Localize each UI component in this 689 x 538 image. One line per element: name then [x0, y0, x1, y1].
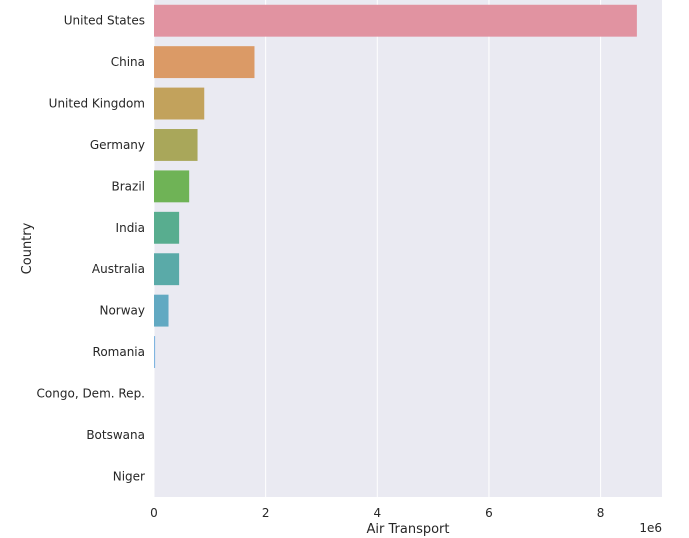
bar-romania: [154, 336, 156, 368]
bar-india: [154, 211, 180, 244]
x-axis-label: Air Transport: [367, 522, 450, 537]
bar-china: [154, 46, 255, 79]
y-tick-label: Australia: [92, 262, 145, 276]
x-tick-label: 6: [485, 506, 493, 520]
y-tick-label: Botswana: [86, 428, 145, 442]
y-tick-label: United Kingdom: [49, 97, 145, 111]
y-tick-label: Congo, Dem. Rep.: [37, 386, 145, 400]
y-tick-label: Romania: [93, 345, 145, 359]
y-tick-label: India: [116, 221, 145, 235]
bar-germany: [154, 129, 198, 161]
y-tick-label: Niger: [113, 469, 145, 483]
bar-united-kingdom: [154, 87, 205, 120]
bars: [154, 4, 637, 368]
bar-norway: [154, 294, 169, 327]
bar-australia: [154, 253, 180, 286]
y-tick-labels: United States China United Kingdom Germany B…: [37, 14, 146, 484]
bar-brazil: [154, 170, 190, 203]
y-tick-label: Norway: [99, 304, 145, 318]
grid-lines: [153, 0, 602, 497]
x-tick-label: 0: [150, 506, 158, 520]
x-tick-label: 4: [373, 506, 381, 520]
x-axis-offset-label: 1e6: [639, 521, 662, 535]
y-axis-label: Country: [20, 222, 35, 274]
bar-united-states: [154, 4, 637, 37]
plot-background: [154, 0, 662, 497]
x-tick-labels: 0 2 4 6 8: [150, 506, 604, 520]
x-tick-label: 8: [597, 506, 605, 520]
y-tick-label: United States: [64, 14, 145, 28]
y-tick-label: Brazil: [112, 179, 146, 193]
y-tick-label: China: [111, 55, 145, 69]
x-tick-label: 2: [262, 506, 270, 520]
y-tick-label: Germany: [90, 138, 145, 152]
